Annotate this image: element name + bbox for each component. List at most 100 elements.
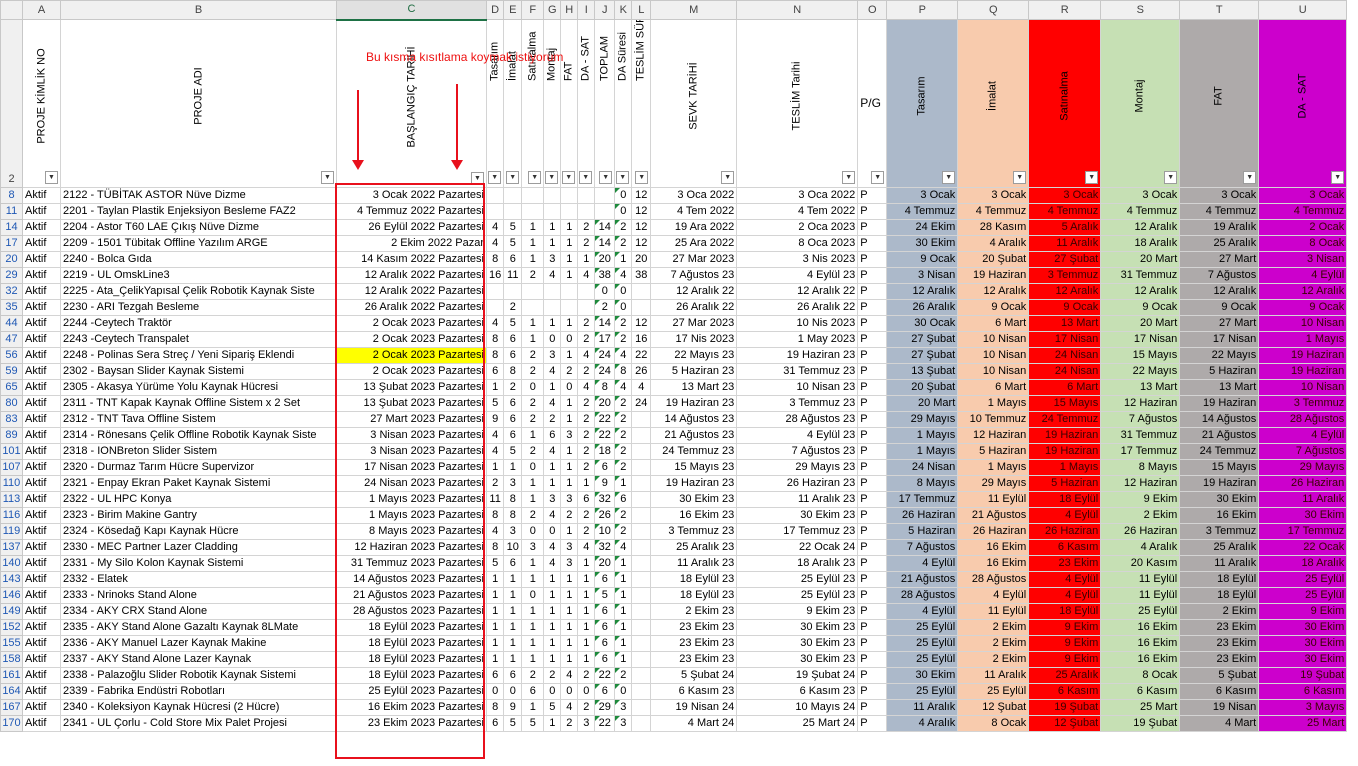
cell-a[interactable]: Aktif	[22, 474, 61, 492]
cell-j[interactable]: 6	[594, 602, 616, 620]
cell-o[interactable]: P	[857, 714, 888, 732]
cell-g[interactable]: 1	[543, 618, 562, 636]
cell-d[interactable]: 1	[485, 618, 505, 636]
cell-u[interactable]: 28 Ağustos	[1258, 410, 1348, 428]
cell-k[interactable]: 1	[614, 474, 633, 492]
cell-d[interactable]: 9	[485, 410, 505, 428]
cell-s[interactable]: 18 Aralık	[1100, 234, 1181, 252]
column-header-g[interactable]: G	[543, 0, 562, 20]
cell-i[interactable]: 1	[577, 650, 596, 668]
cell-e[interactable]: 6	[503, 666, 523, 684]
cell-l[interactable]	[631, 506, 652, 524]
cell-m[interactable]: 2 Ekim 23	[650, 602, 738, 620]
cell-q[interactable]: 8 Ocak	[957, 714, 1030, 732]
cell-u[interactable]: 1 Mayıs	[1258, 330, 1348, 348]
row-number[interactable]: 137	[0, 538, 23, 556]
cell-e[interactable]: 6	[503, 346, 523, 364]
cell-a[interactable]: Aktif	[22, 666, 61, 684]
cell-e[interactable]: 2	[503, 298, 523, 316]
cell-m[interactable]: 22 Mayıs 23	[650, 346, 738, 364]
cell-a[interactable]: Aktif	[22, 202, 61, 220]
cell-b[interactable]: 2219 - UL OmskLine3	[60, 266, 337, 284]
cell-e[interactable]: 5	[503, 442, 523, 460]
cell-i[interactable]: 2	[577, 698, 596, 716]
cell-h[interactable]: 1	[560, 442, 579, 460]
cell-r[interactable]: 9 Ekim	[1028, 634, 1102, 652]
cell-k[interactable]: 2	[614, 330, 633, 348]
cell-c[interactable]: 24 Nisan 2023 Pazartesi	[336, 474, 487, 492]
cell-i[interactable]: 2	[577, 218, 596, 236]
cell-e[interactable]: 0	[503, 682, 523, 700]
row-number[interactable]: 170	[0, 714, 23, 732]
row-number[interactable]: 44	[0, 314, 23, 332]
cell-b[interactable]: 2230 - ARI Tezgah Besleme	[60, 298, 337, 316]
cell-o[interactable]: P	[857, 202, 888, 220]
cell-s[interactable]: 2 Ekim	[1100, 506, 1181, 524]
cell-n[interactable]: 10 Nisan 23	[736, 378, 859, 396]
cell-g[interactable]: 1	[543, 234, 562, 252]
cell-j[interactable]: 6	[594, 634, 616, 652]
cell-o[interactable]: P	[857, 330, 888, 348]
cell-h[interactable]: 1	[560, 586, 579, 604]
cell-i[interactable]: 2	[577, 330, 596, 348]
cell-p[interactable]: 20 Mart	[886, 394, 959, 412]
column-header-n[interactable]: N	[736, 0, 859, 20]
cell-n[interactable]: 4 Tem 2022	[736, 202, 859, 220]
cell-r[interactable]: 12 Şubat	[1028, 714, 1102, 732]
cell-b[interactable]: 2324 - Kösedağ Kapı Kaynak Hücre	[60, 522, 337, 540]
cell-p[interactable]: 4 Aralık	[886, 714, 959, 732]
cell-p[interactable]: 13 Şubat	[886, 362, 959, 380]
filter-dropdown-icon[interactable]: ▼	[506, 171, 520, 184]
cell-s[interactable]: 11 Eylül	[1100, 570, 1181, 588]
cell-d[interactable]: 4	[485, 426, 505, 444]
cell-l[interactable]: 12	[631, 202, 652, 220]
cell-s[interactable]: 9 Ekim	[1100, 490, 1181, 508]
cell-p[interactable]: 5 Haziran	[886, 522, 959, 540]
row-number[interactable]: 158	[0, 650, 23, 668]
cell-i[interactable]: 4	[577, 266, 596, 284]
cell-d[interactable]: 8	[485, 346, 505, 364]
cell-a[interactable]: Aktif	[22, 410, 61, 428]
column-header-f[interactable]: F	[521, 0, 545, 20]
cell-s[interactable]: 4 Aralık	[1100, 538, 1181, 556]
cell-j[interactable]: 5	[594, 586, 616, 604]
cell-h[interactable]: 1	[560, 650, 579, 668]
cell-u[interactable]: 6 Kasım	[1258, 682, 1348, 700]
cell-s[interactable]: 12 Haziran	[1100, 394, 1181, 412]
cell-r[interactable]: 23 Ekim	[1028, 554, 1102, 572]
cell-g[interactable]: 1	[543, 714, 562, 732]
cell-s[interactable]: 25 Mart	[1100, 698, 1181, 716]
cell-f[interactable]: 1	[521, 618, 545, 636]
cell-e[interactable]: 8	[503, 490, 523, 508]
cell-t[interactable]: 14 Ağustos	[1179, 410, 1260, 428]
cell-p[interactable]: 25 Eylül	[886, 650, 959, 668]
cell-l[interactable]: 24	[631, 394, 652, 412]
cell-u[interactable]: 22 Ocak	[1258, 538, 1348, 556]
cell-r[interactable]: 18 Eylül	[1028, 602, 1102, 620]
cell-s[interactable]: 3 Ocak	[1100, 186, 1181, 204]
cell-c[interactable]: 14 Ağustos 2023 Pazartesi	[336, 570, 487, 588]
cell-p[interactable]: 4 Eylül	[886, 554, 959, 572]
cell-h[interactable]: 1	[560, 618, 579, 636]
cell-r[interactable]: 9 Ekim	[1028, 618, 1102, 636]
cell-n[interactable]: 12 Aralık 22	[736, 282, 859, 300]
cell-d[interactable]: 16	[485, 266, 505, 284]
column-header-l[interactable]: L	[631, 0, 652, 20]
cell-r[interactable]: 19 Haziran	[1028, 442, 1102, 460]
cell-p[interactable]: 27 Şubat	[886, 330, 959, 348]
cell-d[interactable]: 8	[485, 506, 505, 524]
cell-d[interactable]: 2	[485, 474, 505, 492]
cell-h[interactable]: 1	[560, 346, 579, 364]
cell-c[interactable]: 17 Nisan 2023 Pazartesi	[336, 458, 487, 476]
cell-g[interactable]	[543, 202, 562, 220]
cell-s[interactable]: 22 Mayıs	[1100, 362, 1181, 380]
cell-k[interactable]: 2	[614, 522, 633, 540]
cell-o[interactable]: P	[857, 266, 888, 284]
cell-a[interactable]: Aktif	[22, 266, 61, 284]
cell-f[interactable]: 1	[521, 634, 545, 652]
cell-n[interactable]: 30 Ekim 23	[736, 618, 859, 636]
cell-u[interactable]: 9 Ekim	[1258, 602, 1348, 620]
cell-t[interactable]: 13 Mart	[1179, 378, 1260, 396]
cell-p[interactable]: 8 Mayıs	[886, 474, 959, 492]
cell-m[interactable]: 14 Ağustos 23	[650, 410, 738, 428]
